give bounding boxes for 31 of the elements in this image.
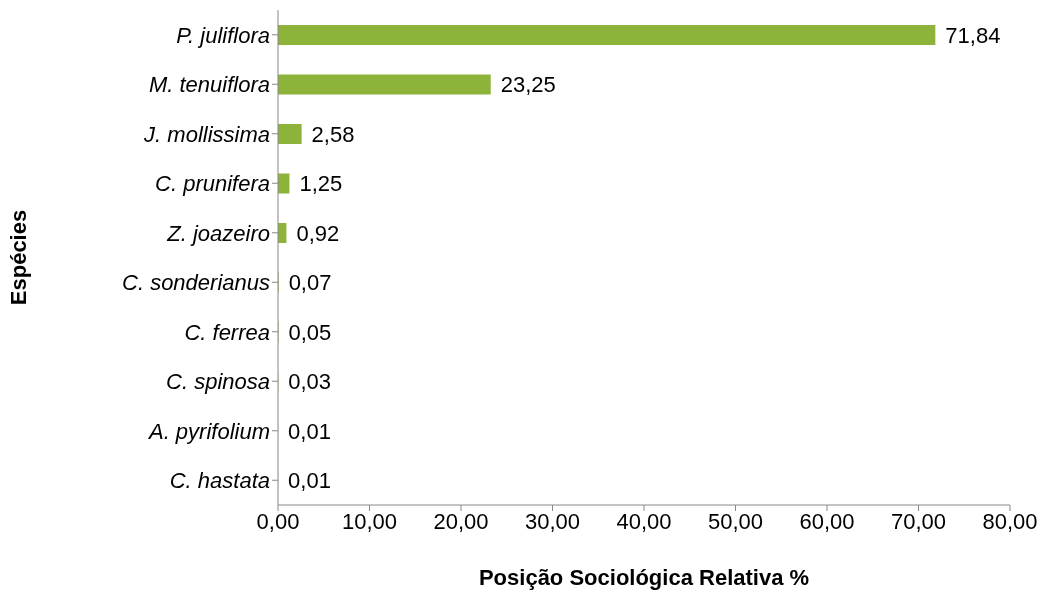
x-tick-label: 0,00 (256, 508, 300, 534)
x-tick-label: 20,00 (433, 508, 489, 534)
x-tick-label: 60,00 (799, 508, 855, 534)
y-tick-label: P. juliflora (176, 22, 270, 48)
data-label: 71,84 (945, 22, 1001, 48)
y-tick-label: C. sonderianus (122, 270, 270, 296)
y-tick-label: C. ferrea (184, 319, 270, 345)
x-tick-label: 50,00 (707, 508, 764, 534)
y-tick-label: A. pyrifolium (146, 418, 270, 444)
data-label: 0,01 (288, 418, 331, 444)
x-tick-label: 30,00 (524, 508, 581, 534)
y-tick-label: C. hastata (169, 468, 270, 494)
y-tick-label: C. spinosa (166, 369, 270, 395)
data-label: 0,05 (288, 319, 332, 345)
data-label: 0,07 (288, 270, 332, 296)
x-tick-label: 80,00 (982, 508, 1038, 534)
y-axis-title: Espécies (5, 209, 31, 306)
data-label: 0,03 (288, 369, 332, 395)
x-axis-title: Posição Sociológica Relativa % (478, 565, 810, 590)
y-tick-label: J. mollissima (143, 121, 270, 147)
x-tick-label: 10,00 (341, 508, 398, 534)
data-label: 0,92 (296, 220, 340, 246)
data-label: 0,01 (288, 468, 331, 494)
x-tick-label: 40,00 (616, 508, 672, 534)
y-tick-label: M. tenuiflora (148, 72, 270, 98)
data-label: 2,58 (311, 121, 355, 147)
data-label: 23,25 (500, 72, 556, 98)
data-label: 1,25 (299, 171, 343, 197)
x-tick-label: 70,00 (890, 508, 947, 534)
y-tick-label: C. prunifera (155, 171, 270, 197)
y-tick-label: Z. joazeiro (166, 220, 270, 246)
